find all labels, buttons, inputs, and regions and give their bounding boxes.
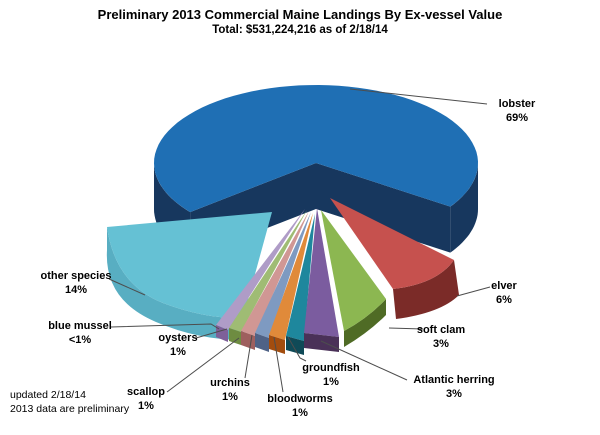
label-bloodworms: bloodworms 1% bbox=[245, 393, 355, 420]
pie-slice-bloodworms bbox=[269, 213, 313, 340]
pie-slice-blue_mussel bbox=[216, 209, 305, 330]
label-blue-mussel-pct: <1% bbox=[68, 333, 92, 346]
label-elver-pct: 6% bbox=[496, 293, 512, 306]
pie-slice-lobster bbox=[154, 85, 478, 213]
label-soft-clam: soft clam 3% bbox=[386, 324, 496, 351]
chart-title: Preliminary 2013 Commercial Maine Landin… bbox=[97, 7, 503, 22]
leader-elver bbox=[456, 286, 491, 297]
label-urchins: urchins 1% bbox=[175, 377, 285, 404]
pie-slice-bloodworms-cap bbox=[269, 335, 285, 354]
label-groundfish: groundfish 1% bbox=[276, 362, 386, 389]
footnote: updated 2/18/14 2013 data are preliminar… bbox=[10, 388, 129, 416]
label-urchins-name: urchins bbox=[210, 377, 250, 389]
label-groundfish-pct: 1% bbox=[323, 375, 339, 388]
label-elver: elver 6% bbox=[449, 280, 559, 307]
label-urchins-pct: 1% bbox=[222, 390, 238, 403]
label-scallop: scallop 1% bbox=[91, 386, 201, 413]
pie-slice-other-species bbox=[107, 212, 272, 319]
label-scallop-name: scallop bbox=[127, 386, 165, 398]
label-atlantic-herring: Atlantic herring 3% bbox=[399, 374, 509, 401]
pie-slice-scallop bbox=[241, 211, 309, 336]
pie-slice-oysters bbox=[229, 210, 307, 332]
label-atlantic-herring-name: Atlantic herring bbox=[413, 374, 495, 386]
leader-atlantic-herring bbox=[320, 340, 408, 381]
label-other-species-name: other species bbox=[40, 270, 112, 282]
leader-bloodworms bbox=[273, 336, 284, 393]
pie-slice-elver-cap bbox=[393, 260, 459, 319]
label-soft-clam-name: soft clam bbox=[416, 324, 466, 336]
pie-slice-urchins-cap bbox=[255, 333, 269, 352]
leader-blue-mussel bbox=[110, 323, 220, 330]
leader-lobster bbox=[349, 88, 488, 105]
label-atlantic-herring-pct: 3% bbox=[446, 387, 462, 400]
label-bloodworms-name: bloodworms bbox=[267, 393, 333, 405]
label-elver-name: elver bbox=[491, 280, 517, 292]
label-other-species: other species 14% bbox=[21, 270, 131, 297]
pie-slice-other-species-wall bbox=[106, 227, 243, 340]
chart-subtitle: Total: $531,224,216 as of 2/18/14 bbox=[212, 24, 388, 36]
pie-slice-groundfish bbox=[286, 214, 315, 341]
leader-scallop bbox=[166, 337, 240, 393]
pie-slice-lobster-cutface-right bbox=[316, 163, 451, 253]
label-blue-mussel: blue mussel <1% bbox=[25, 320, 135, 347]
label-oysters-name: oysters bbox=[158, 332, 198, 344]
label-lobster: lobster 69% bbox=[462, 98, 572, 125]
leader-urchins bbox=[244, 334, 253, 379]
leader-groundfish bbox=[287, 336, 307, 362]
label-bloodworms-pct: 1% bbox=[292, 406, 308, 419]
pie-slice-atlantic-herring-cap bbox=[304, 333, 339, 352]
label-soft-clam-pct: 3% bbox=[433, 337, 449, 350]
pie-slice-soft-clam-cap bbox=[344, 299, 386, 347]
label-groundfish-name: groundfish bbox=[302, 362, 360, 374]
label-other-species-pct: 14% bbox=[64, 283, 88, 296]
footnote-line1: updated 2/18/14 bbox=[10, 389, 86, 401]
label-blue-mussel-name: blue mussel bbox=[48, 320, 112, 332]
pie-slice-elver bbox=[330, 198, 454, 289]
label-scallop-pct: 1% bbox=[138, 399, 154, 412]
leader-other-species bbox=[108, 278, 146, 296]
pie-slice-oysters-cap bbox=[229, 328, 241, 345]
pie-slice-soft-clam bbox=[321, 210, 386, 331]
leader-soft-clam bbox=[388, 327, 424, 330]
footnote-line2: 2013 data are preliminary bbox=[10, 403, 130, 415]
label-oysters-pct: 1% bbox=[170, 345, 186, 358]
label-lobster-pct: 69% bbox=[505, 111, 529, 124]
leader-oysters bbox=[195, 328, 228, 339]
pie-slice-urchins bbox=[255, 212, 311, 338]
pie-slice-atlantic-herring bbox=[304, 208, 339, 337]
label-lobster-name: lobster bbox=[498, 98, 536, 110]
pie-slice-lobster-rim-right bbox=[450, 163, 478, 253]
label-oysters: oysters 1% bbox=[123, 332, 233, 359]
